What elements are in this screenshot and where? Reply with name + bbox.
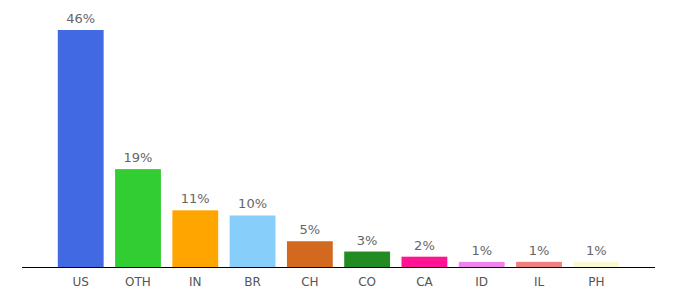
- bar: [573, 262, 619, 267]
- data-label: 46%: [66, 11, 95, 26]
- tick: CO: [358, 275, 376, 289]
- axis-line: [22, 267, 655, 268]
- tick-label: BR: [244, 275, 261, 289]
- bar: [402, 257, 448, 267]
- data-label: 19%: [124, 150, 153, 165]
- data-label: 1%: [471, 243, 492, 258]
- data-label: 10%: [238, 196, 267, 211]
- bar: [58, 30, 104, 267]
- tick: IN: [189, 275, 202, 289]
- x-axis: US OTH IN BR CH CO CA ID IL PH: [22, 268, 655, 289]
- tick-label: CA: [416, 275, 433, 289]
- bar: [115, 169, 161, 267]
- tick: US: [73, 275, 89, 289]
- bar: [287, 241, 333, 267]
- bar: [344, 252, 390, 267]
- tick-label: US: [73, 275, 89, 289]
- tick-label: IL: [534, 275, 545, 289]
- data-label: 11%: [181, 191, 210, 206]
- data-labels: 46% 19% 11% 10% 5% 3% 2% 1% 1% 1%: [66, 11, 606, 258]
- tick-label: OTH: [125, 275, 151, 289]
- tick: OTH: [125, 275, 151, 289]
- data-label: 3%: [357, 233, 378, 248]
- tick: BR: [244, 275, 261, 289]
- tick: IL: [534, 275, 545, 289]
- data-label: 2%: [414, 238, 435, 253]
- data-label: 1%: [529, 243, 550, 258]
- tick-label: CO: [358, 275, 376, 289]
- bar: [459, 262, 505, 267]
- chart: 46% 19% 11% 10% 5% 3% 2% 1% 1% 1% US OTH IN BR CH CO CA I…: [0, 0, 680, 300]
- tick-label: PH: [588, 275, 604, 289]
- data-label: 5%: [300, 222, 321, 237]
- tick-label: CH: [301, 275, 318, 289]
- bars: [58, 30, 619, 267]
- tick-label: IN: [189, 275, 202, 289]
- tick: CH: [301, 275, 318, 289]
- tick-label: ID: [475, 275, 488, 289]
- bar: [516, 262, 562, 267]
- bar: [172, 210, 218, 267]
- bar: [230, 215, 276, 267]
- data-label: 1%: [586, 243, 607, 258]
- tick: ID: [475, 275, 488, 289]
- tick: CA: [416, 275, 433, 289]
- tick: PH: [588, 275, 604, 289]
